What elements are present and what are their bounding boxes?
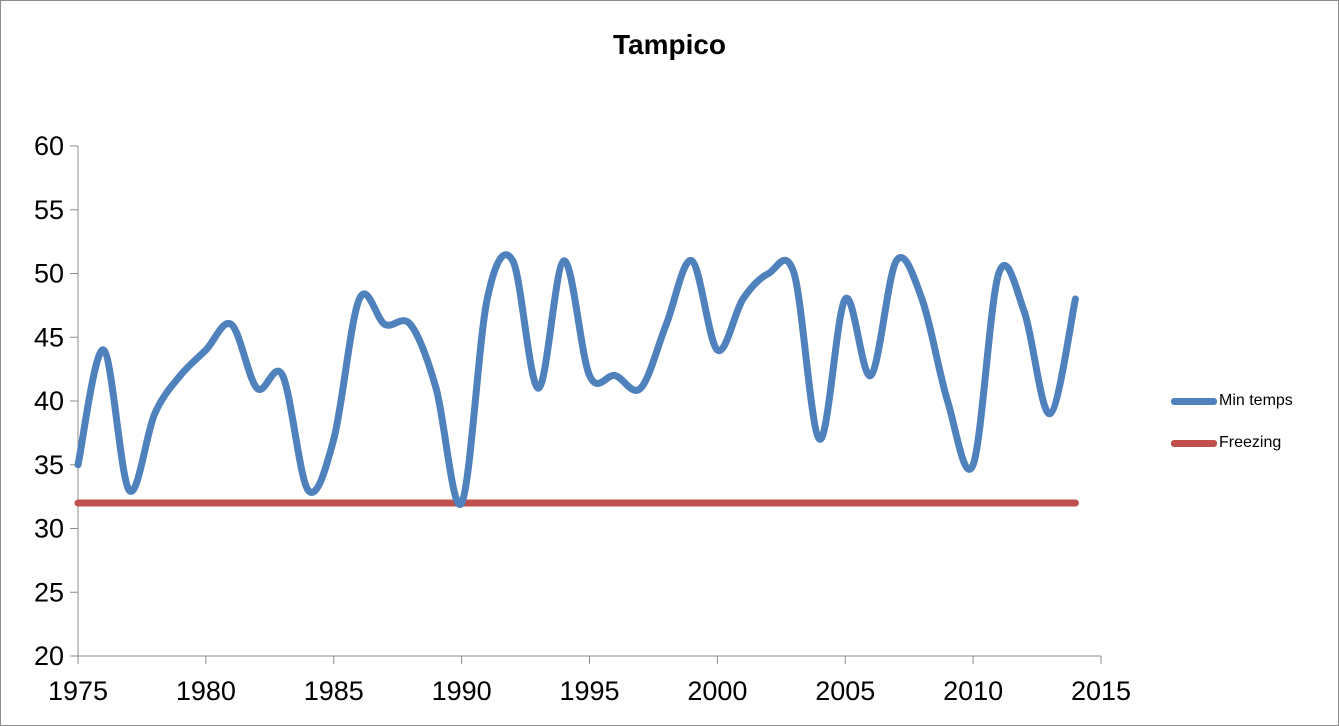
legend-item-freezing: Freezing xyxy=(1171,431,1281,455)
x-tick-label: 1995 xyxy=(559,676,619,706)
legend-swatch-freezing xyxy=(1171,439,1217,447)
y-tick-label: 50 xyxy=(34,259,64,289)
legend-item-min-temps: Min temps xyxy=(1171,389,1293,413)
x-tick-label: 1990 xyxy=(432,676,492,706)
legend-label-min-temps: Min temps xyxy=(1219,392,1293,409)
y-tick-label: 40 xyxy=(34,386,64,416)
y-tick-label: 30 xyxy=(34,514,64,544)
y-tick-label: 25 xyxy=(34,577,64,607)
legend-swatch-min-temps xyxy=(1171,397,1217,405)
y-tick-label: 45 xyxy=(34,322,64,352)
series-lines xyxy=(74,251,1079,508)
legend-label-freezing: Freezing xyxy=(1219,434,1282,451)
x-tick-label: 1975 xyxy=(48,676,108,706)
x-tick-label: 1980 xyxy=(176,676,236,706)
x-tick-label: 2005 xyxy=(815,676,875,706)
x-tick-label: 2015 xyxy=(1071,676,1131,706)
y-tick-label: 20 xyxy=(34,641,64,671)
y-tick-label: 35 xyxy=(34,450,64,480)
y-tick-label: 60 xyxy=(34,131,64,161)
chart-title: Tampico xyxy=(612,29,727,60)
x-axis: 1975 1980 1985 1990 1995 2000 2005 2010 2015 xyxy=(48,655,1131,706)
x-tick-label: 2000 xyxy=(687,676,747,706)
y-axis: 20 25 30 35 40 45 50 55 60 xyxy=(34,131,79,671)
series-line-min-temps xyxy=(74,251,1079,508)
x-tick-label: 2010 xyxy=(943,676,1003,706)
x-tick-label: 1985 xyxy=(304,676,364,706)
y-tick-label: 55 xyxy=(34,195,64,225)
